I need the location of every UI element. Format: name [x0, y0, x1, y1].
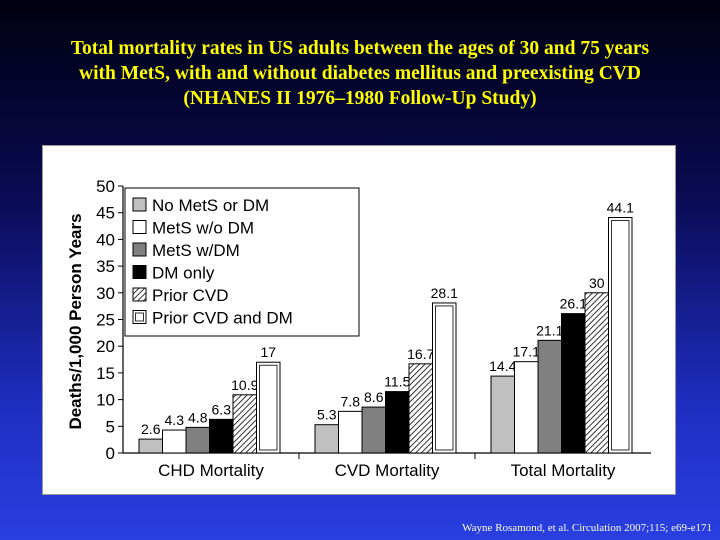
data-label: 17	[260, 344, 276, 360]
legend-swatch	[132, 197, 147, 212]
y-tick-label: 20	[96, 337, 115, 356]
legend-swatch	[132, 287, 147, 302]
y-tick-label: 0	[106, 444, 115, 463]
bar	[138, 438, 163, 454]
bar-inner-outline	[435, 305, 454, 451]
data-label: 16.7	[407, 346, 434, 362]
x-category-label: CVD Mortality	[335, 461, 440, 480]
y-tick-label: 50	[96, 177, 115, 196]
data-label: 2.6	[141, 421, 161, 437]
bar	[256, 361, 281, 454]
x-category-label: Total Mortality	[511, 461, 616, 480]
bar	[561, 313, 586, 454]
bar	[608, 217, 633, 454]
bar	[432, 302, 457, 454]
y-tick-label: 30	[96, 284, 115, 303]
bar	[408, 363, 433, 454]
y-tick-label: 15	[96, 364, 115, 383]
legend-label: Prior CVD and DM	[152, 309, 293, 328]
data-label: 10.9	[231, 377, 258, 393]
data-label: 28.1	[431, 285, 458, 301]
legend-label: MetS w/o DM	[152, 219, 254, 238]
bar	[162, 429, 187, 454]
data-label: 30	[589, 275, 605, 291]
bar	[232, 394, 257, 454]
legend-label: Prior CVD	[152, 286, 229, 305]
y-tick-label: 35	[96, 257, 115, 276]
y-tick-label: 25	[96, 311, 115, 330]
legend-box	[124, 187, 360, 337]
x-category-label: CHD Mortality	[158, 461, 264, 480]
data-label: 21.1	[536, 322, 563, 338]
data-label: 5.3	[317, 407, 337, 423]
legend-label: DM only	[152, 264, 215, 283]
legend-swatch-inner	[135, 312, 144, 322]
data-label: 17.1	[513, 344, 540, 360]
bar	[314, 424, 339, 454]
data-label: 11.5	[384, 374, 410, 390]
chart-panel: 0 5 10 15 20 25 30 35 40 45 50 Deaths/1,000 Person …	[42, 145, 676, 495]
data-label: 14.4	[489, 358, 516, 374]
data-label: 26.1	[560, 296, 587, 312]
legend-label: MetS w/DM	[152, 241, 240, 260]
data-label: 44.1	[607, 200, 634, 216]
y-tick-label: 45	[96, 204, 115, 223]
slide-title: Total mortality rates in US adults betwe…	[0, 36, 720, 111]
data-label: 7.8	[341, 393, 361, 409]
bar	[185, 426, 210, 454]
bar	[385, 391, 410, 454]
y-tick-label: 40	[96, 230, 115, 249]
y-tick-label: 5	[106, 417, 115, 436]
legend-swatch	[132, 265, 147, 279]
citation: Wayne Rosamond, et al. Circulation 2007;…	[462, 522, 712, 534]
data-label: 6.3	[212, 401, 232, 417]
y-tick-label: 10	[96, 391, 115, 410]
bar	[514, 361, 539, 454]
bar	[361, 406, 386, 454]
data-label: 4.8	[188, 409, 208, 425]
title-line-1: Total mortality rates in US adults betwe…	[70, 38, 650, 59]
title-line-2: with MetS, with and without diabetes mel…	[79, 63, 641, 84]
title-line-3: (NHANES II 1976–1980 Follow-Up Study)	[183, 88, 537, 109]
legend-swatch	[132, 242, 147, 257]
y-axis-title: Deaths/1,000 Person Years	[66, 213, 85, 429]
bar	[490, 375, 515, 454]
data-label: 8.6	[364, 389, 384, 405]
data-label: 4.3	[165, 412, 185, 428]
legend-swatch	[132, 310, 147, 324]
bar	[209, 418, 234, 454]
bar	[584, 292, 609, 454]
legend-label: No MetS or DM	[152, 196, 269, 215]
bar	[338, 410, 363, 454]
legend-swatch	[132, 220, 147, 234]
bar-inner-outline	[259, 364, 278, 451]
bar-inner-outline	[611, 220, 630, 451]
bar	[537, 339, 562, 454]
bar-chart: 0 5 10 15 20 25 30 35 40 45 50 Deaths/1,000 Person …	[66, 177, 651, 480]
